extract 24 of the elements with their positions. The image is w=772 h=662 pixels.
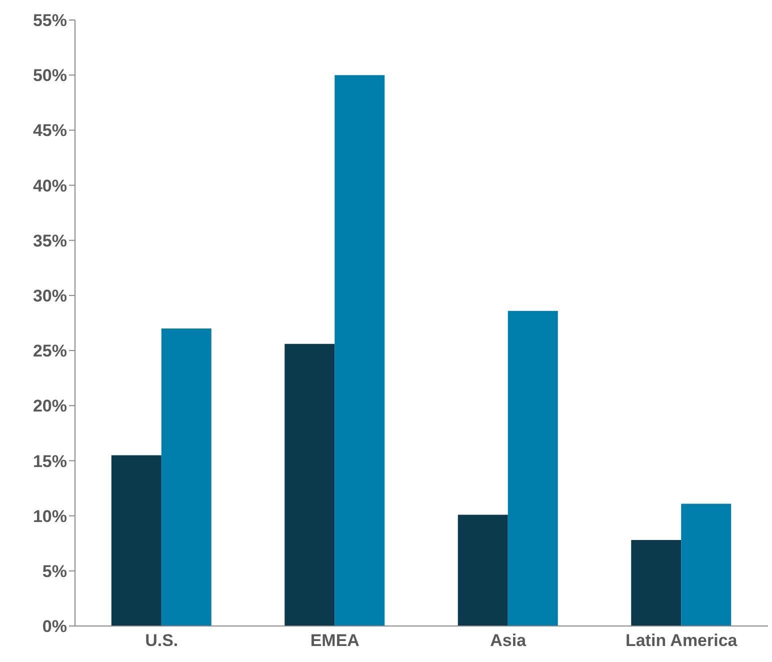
y-tick-label: 10% <box>32 506 67 526</box>
x-tick-label: Asia <box>490 631 527 650</box>
y-tick-label: 35% <box>32 231 67 250</box>
y-tick-label: 5% <box>42 562 67 581</box>
x-tick-label: EMEA <box>310 631 360 650</box>
y-tick-label: 30% <box>32 286 67 306</box>
y-tick-label: 50% <box>32 66 67 86</box>
bar <box>161 328 212 626</box>
y-tick-label: 25% <box>32 342 67 361</box>
y-tick-label: 15% <box>32 452 67 471</box>
y-tick-label: 20% <box>32 396 67 416</box>
y-tick-label: 0% <box>42 617 67 636</box>
bar <box>681 504 732 626</box>
y-tick-label: 45% <box>32 121 67 140</box>
bar <box>508 310 558 626</box>
bar <box>458 514 508 626</box>
bar <box>631 540 682 626</box>
y-tick-label: 55% <box>32 11 67 30</box>
x-tick-label: U.S. <box>145 631 178 650</box>
bar <box>284 344 335 626</box>
bar <box>334 75 385 626</box>
x-tick-label: Latin America <box>625 631 738 650</box>
bar <box>111 455 162 626</box>
y-tick-label: 40% <box>32 176 67 196</box>
